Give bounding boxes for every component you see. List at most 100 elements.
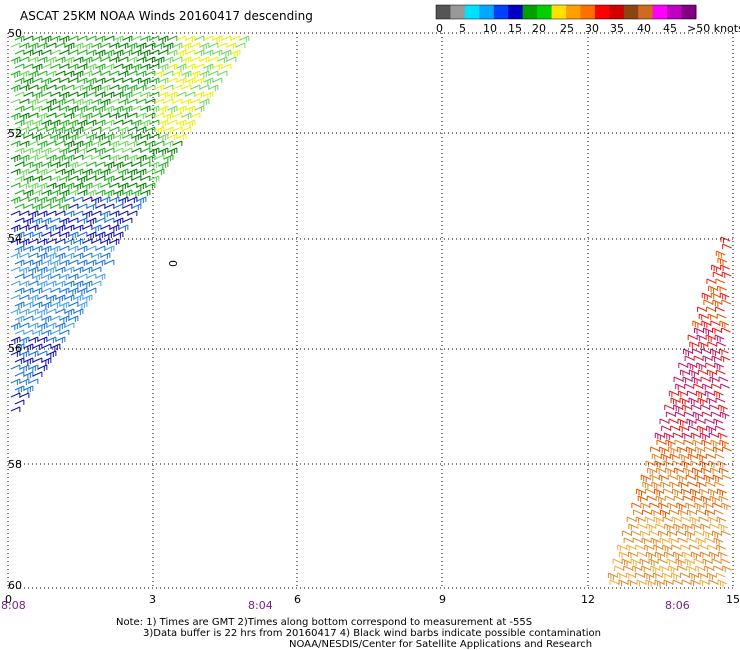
wind-barb bbox=[50, 259, 61, 268]
wind-barb bbox=[149, 119, 160, 125]
wind-barb bbox=[651, 509, 661, 517]
wind-barb bbox=[95, 105, 106, 114]
wind-barb bbox=[131, 91, 142, 97]
wind-barb bbox=[28, 266, 39, 275]
wind-barb bbox=[19, 392, 30, 398]
wind-barb bbox=[122, 105, 133, 114]
wind-barb bbox=[73, 182, 84, 191]
wind-barb bbox=[221, 35, 232, 41]
wind-barb bbox=[697, 306, 707, 312]
wind-barb bbox=[19, 112, 30, 121]
wind-barb bbox=[140, 189, 151, 197]
wind-barb bbox=[653, 516, 664, 525]
wind-barb bbox=[37, 210, 48, 218]
wind-barb bbox=[91, 56, 102, 62]
wind-barb bbox=[181, 84, 192, 90]
wind-barb bbox=[176, 63, 187, 72]
wind-barb bbox=[77, 273, 88, 279]
wind-barb bbox=[68, 49, 79, 55]
wind-barb bbox=[230, 49, 241, 58]
wind-barb bbox=[28, 210, 39, 219]
wind-barb bbox=[671, 544, 681, 550]
wind-barb bbox=[55, 154, 66, 163]
wind-barb bbox=[100, 98, 111, 107]
wind-barb bbox=[19, 252, 30, 258]
wind-barb bbox=[627, 551, 638, 559]
colorbar-swatch bbox=[508, 5, 524, 19]
wind-barb bbox=[10, 42, 21, 48]
wind-barb bbox=[131, 175, 142, 181]
wind-barb bbox=[699, 488, 709, 496]
wind-barb bbox=[28, 196, 39, 204]
wind-barb bbox=[199, 98, 210, 107]
wind-barb bbox=[715, 397, 726, 403]
wind-barb bbox=[86, 245, 97, 251]
wind-barb bbox=[37, 322, 48, 331]
wind-barb bbox=[113, 133, 124, 141]
wind-barb bbox=[712, 299, 723, 308]
wind-barb bbox=[104, 175, 115, 184]
wind-barb bbox=[95, 231, 106, 240]
wind-barb bbox=[91, 154, 102, 160]
wind-barb bbox=[73, 280, 84, 289]
wind-barb bbox=[680, 544, 690, 550]
wind-barb bbox=[711, 530, 722, 539]
wind-barb bbox=[14, 343, 25, 352]
wind-barb bbox=[699, 460, 710, 469]
wind-barb bbox=[185, 63, 196, 71]
wind-barb bbox=[82, 238, 93, 244]
wind-barb bbox=[113, 91, 124, 99]
wind-barb bbox=[683, 467, 693, 476]
wind-barb bbox=[212, 35, 223, 44]
wind-barb bbox=[19, 280, 30, 288]
wind-barb bbox=[609, 579, 620, 585]
wind-barb bbox=[709, 376, 720, 384]
wind-barb bbox=[217, 70, 228, 76]
wind-barb bbox=[32, 91, 43, 100]
wind-barb bbox=[46, 336, 57, 344]
lon-tick-6: 6 bbox=[294, 593, 301, 606]
wind-barb bbox=[190, 84, 201, 90]
wind-barb bbox=[59, 77, 70, 83]
wind-barb bbox=[235, 42, 246, 48]
wind-barb bbox=[710, 439, 721, 448]
wind-barb bbox=[73, 252, 84, 260]
wind-barb bbox=[185, 77, 196, 86]
map-title: ASCAT 25KM NOAA Winds 20160417 descendin… bbox=[20, 9, 313, 23]
wind-barb bbox=[32, 63, 43, 72]
wind-barb bbox=[690, 432, 701, 440]
wind-barb bbox=[710, 467, 720, 475]
wind-barb bbox=[717, 579, 728, 588]
wind-barb bbox=[68, 203, 79, 209]
wind-barb bbox=[618, 579, 629, 587]
wind-barb bbox=[50, 329, 61, 335]
wind-barb bbox=[82, 168, 93, 177]
wind-barb bbox=[14, 301, 25, 310]
wind-barb bbox=[14, 231, 25, 239]
wind-barb bbox=[118, 56, 129, 62]
isolated-zero-label: 0 bbox=[166, 260, 179, 267]
wind-barb bbox=[64, 280, 75, 288]
wind-barb bbox=[695, 565, 705, 573]
wind-barb bbox=[46, 350, 57, 359]
wind-barb bbox=[59, 315, 70, 324]
wind-barb bbox=[623, 565, 633, 571]
wind-barb bbox=[10, 196, 21, 205]
wind-barb bbox=[710, 320, 721, 326]
wind-barb bbox=[684, 383, 694, 389]
wind-barb bbox=[708, 579, 719, 585]
wind-barb bbox=[82, 126, 93, 132]
wind-barb bbox=[19, 364, 30, 373]
wind-barb bbox=[700, 376, 711, 382]
wind-barb bbox=[172, 140, 183, 146]
wind-barb bbox=[656, 439, 667, 445]
wind-barb bbox=[82, 112, 93, 121]
wind-barb bbox=[28, 98, 39, 107]
wind-barb bbox=[32, 203, 43, 212]
wind-barb bbox=[109, 224, 120, 233]
wind-barb bbox=[50, 77, 61, 83]
wind-barb bbox=[644, 544, 654, 552]
wind-barb bbox=[23, 371, 34, 380]
wind-barb bbox=[715, 306, 725, 312]
wind-barb bbox=[709, 404, 719, 410]
